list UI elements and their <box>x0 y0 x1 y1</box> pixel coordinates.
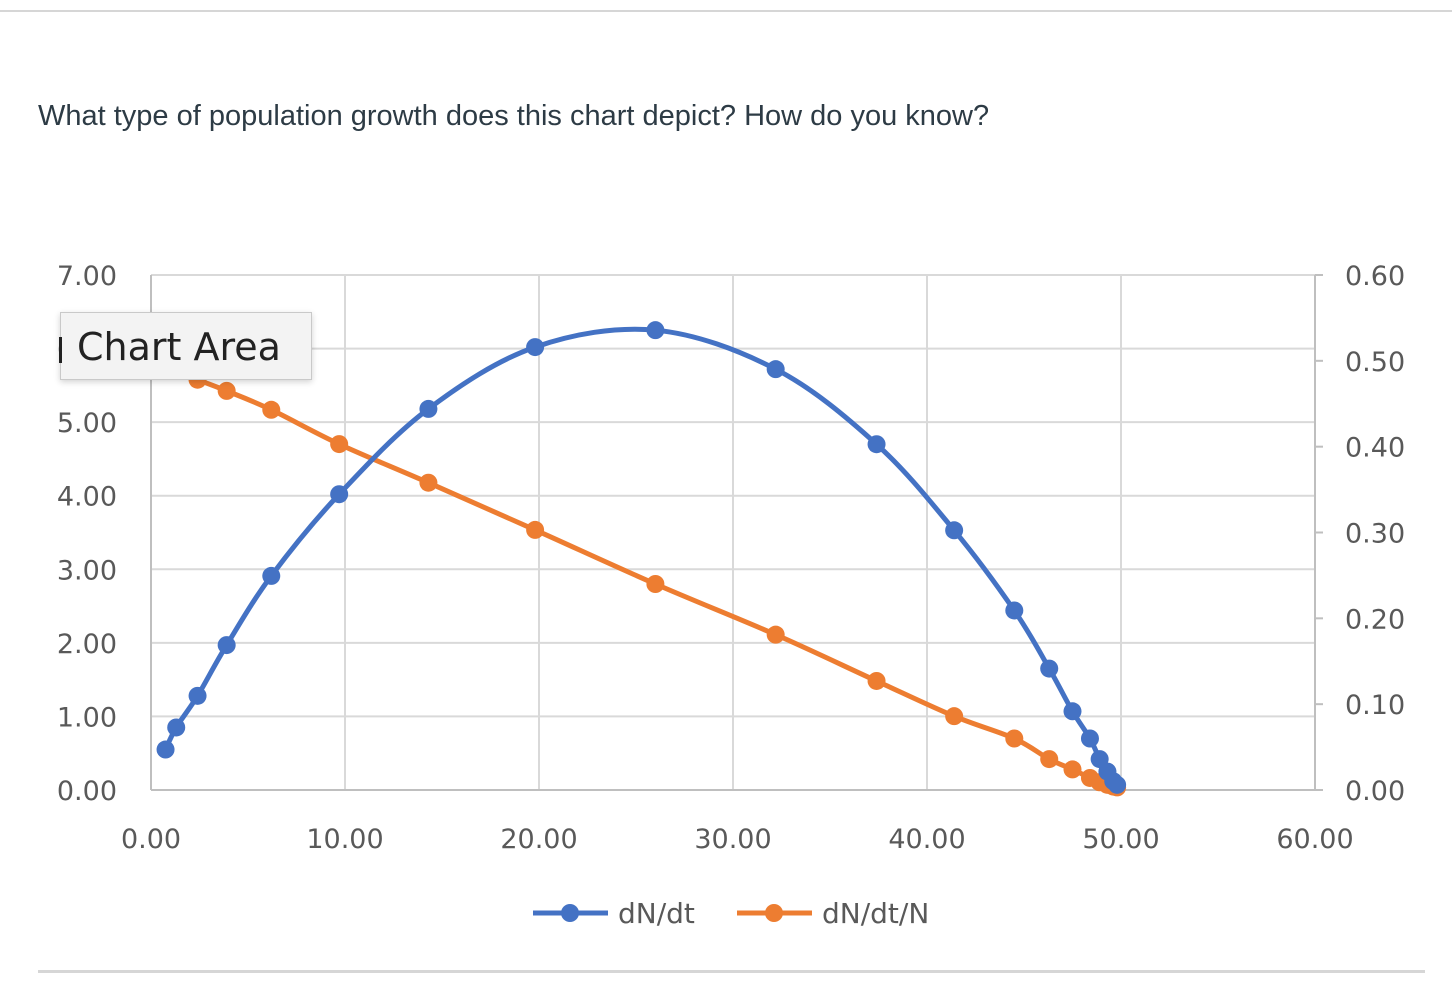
data-point-dndt-n <box>1005 729 1024 748</box>
legend-swatch-marker-dndt-n <box>765 904 783 922</box>
data-point-dndt <box>646 321 665 340</box>
x-tick-label: 20.00 <box>500 824 577 855</box>
top-divider <box>0 10 1452 12</box>
y2-tick-label: 0.20 <box>1345 604 1405 635</box>
y2-tick-label: 0.60 <box>1345 261 1405 292</box>
data-point-dndt <box>1080 729 1099 748</box>
data-point-dndt <box>526 338 545 357</box>
data-point-dndt-n <box>330 435 349 454</box>
y-tick-label: 1.00 <box>57 702 117 733</box>
legend-label-dndt-n: dN/dt/N <box>822 897 929 930</box>
x-tick-label: 40.00 <box>888 824 965 855</box>
data-point-dndt-n <box>1063 760 1082 779</box>
data-point-dndt <box>262 566 281 585</box>
y2-tick-label: 0.50 <box>1345 347 1405 378</box>
data-point-dndt-n <box>945 707 964 726</box>
x-tick-label: 0.00 <box>121 824 181 855</box>
data-point-dndt <box>1005 601 1024 620</box>
data-point-dndt-n <box>867 671 886 690</box>
x-tick-label: 30.00 <box>694 824 771 855</box>
y-tick-label: 5.00 <box>57 408 117 439</box>
data-point-dndt-n <box>262 400 281 419</box>
data-point-dndt <box>1108 775 1127 794</box>
data-point-dndt <box>766 360 785 379</box>
chart-area-tooltip: Chart Area <box>59 312 312 380</box>
y-tick-label: 2.00 <box>57 629 117 660</box>
data-point-dndt-n <box>1040 750 1059 769</box>
data-point-dndt <box>217 636 236 655</box>
data-point-dndt <box>188 686 207 705</box>
data-point-dndt <box>330 485 349 504</box>
question-text: What type of population growth does this… <box>38 100 990 132</box>
x-tick-label: 10.00 <box>306 824 383 855</box>
y-tick-label: 0.00 <box>57 776 117 807</box>
legend-swatch-marker-dndt <box>561 904 579 922</box>
y2-tick-label: 0.00 <box>1345 776 1405 807</box>
data-point-dndt-n <box>419 473 438 492</box>
data-point-dndt <box>419 399 438 418</box>
y2-tick-label: 0.10 <box>1345 690 1405 721</box>
data-point-dndt-n <box>766 625 785 644</box>
y-tick-label: 4.00 <box>57 482 117 513</box>
data-point-dndt <box>1063 702 1082 721</box>
y2-tick-label: 0.40 <box>1345 433 1405 464</box>
data-point-dndt <box>867 435 886 454</box>
data-point-dndt-n <box>646 575 665 593</box>
y-tick-label: 3.00 <box>57 555 117 586</box>
data-point-dndt <box>1040 659 1059 678</box>
data-point-dndt <box>167 718 186 737</box>
bottom-divider <box>38 970 1425 973</box>
y2-tick-label: 0.30 <box>1345 519 1405 550</box>
y-tick-label: 7.00 <box>57 261 117 292</box>
data-point-dndt <box>156 740 175 759</box>
legend-label-dndt: dN/dt <box>618 897 695 930</box>
data-point-dndt <box>945 521 964 540</box>
data-point-dndt-n <box>526 520 545 539</box>
x-tick-label: 50.00 <box>1082 824 1159 855</box>
x-tick-label: 60.00 <box>1276 824 1353 855</box>
data-point-dndt-n <box>217 381 236 400</box>
